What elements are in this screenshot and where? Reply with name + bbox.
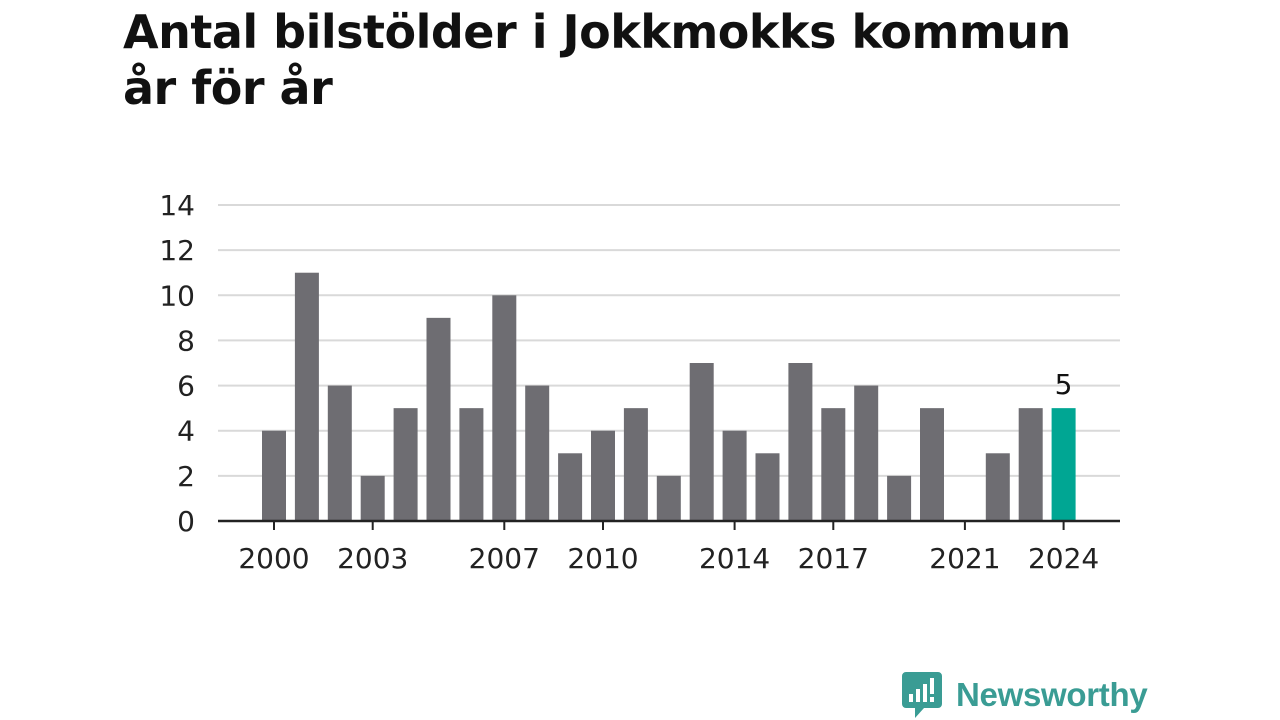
x-tick-label-2021: 2021 bbox=[929, 542, 1000, 575]
x-axis-tick-labels: 2000 2003 2007 2010 2014 2017 2021 2024 bbox=[238, 542, 1099, 575]
y-tick-label-10: 10 bbox=[159, 279, 195, 312]
bar-2006 bbox=[459, 408, 484, 521]
x-tick-label-2017: 2017 bbox=[798, 542, 869, 575]
bar-2003 bbox=[360, 475, 385, 521]
y-tick-label-12: 12 bbox=[159, 234, 195, 267]
bar-2002 bbox=[327, 385, 352, 521]
bar-2024 bbox=[1051, 408, 1076, 521]
bar-2013 bbox=[689, 363, 714, 521]
chart-title: Antal bilstölder i Jokkmokks kommun år f… bbox=[123, 4, 1183, 116]
x-tick-label-2014: 2014 bbox=[699, 542, 770, 575]
bar-2020 bbox=[920, 408, 944, 521]
chart-title-line-2: år för år bbox=[123, 61, 333, 115]
x-tick-label-2010: 2010 bbox=[567, 542, 638, 575]
x-tick-label-2007: 2007 bbox=[469, 542, 540, 575]
bar-2018 bbox=[854, 385, 879, 521]
bar-2005 bbox=[426, 317, 451, 521]
y-tick-label-2: 2 bbox=[177, 460, 195, 493]
newsworthy-logo: Newsworthy bbox=[902, 670, 1148, 720]
bar-2019 bbox=[887, 475, 912, 521]
bar-2001 bbox=[294, 272, 319, 521]
bar-2022 bbox=[985, 453, 1010, 521]
bar-2011 bbox=[623, 408, 648, 521]
data-labels: 5 bbox=[1055, 368, 1073, 401]
y-axis-tick-labels: 0 2 4 6 8 10 12 14 bbox=[159, 189, 195, 538]
bar-2017 bbox=[821, 408, 846, 521]
bar-2023 bbox=[1018, 408, 1043, 521]
chart-title-line-1: Antal bilstölder i Jokkmokks kommun bbox=[123, 5, 1071, 59]
bar-2012 bbox=[656, 475, 681, 521]
x-tick-label-2024: 2024 bbox=[1028, 542, 1099, 575]
x-axis bbox=[218, 519, 1120, 530]
bar-2010 bbox=[591, 430, 615, 521]
y-tick-label-0: 0 bbox=[177, 505, 195, 538]
bar-2004 bbox=[393, 408, 418, 521]
bar-2008 bbox=[525, 385, 550, 521]
bar-2014 bbox=[722, 430, 747, 521]
x-tick-label-2003: 2003 bbox=[337, 542, 408, 575]
gridlines bbox=[218, 204, 1120, 477]
brand-name: Newsworthy bbox=[956, 676, 1148, 713]
data-label-2024: 5 bbox=[1055, 368, 1073, 401]
bar-2016 bbox=[788, 363, 813, 521]
y-tick-label-6: 6 bbox=[177, 370, 195, 403]
bars bbox=[262, 272, 1076, 521]
bar-2015 bbox=[755, 453, 780, 521]
bar-2009 bbox=[558, 453, 583, 521]
y-tick-label-4: 4 bbox=[177, 415, 195, 448]
y-tick-label-14: 14 bbox=[159, 189, 195, 222]
bar-2007 bbox=[492, 295, 517, 521]
newsworthy-logo-icon bbox=[902, 672, 942, 718]
bar-2000 bbox=[262, 430, 286, 521]
x-tick-label-2000: 2000 bbox=[238, 542, 309, 575]
y-tick-label-8: 8 bbox=[177, 324, 195, 357]
